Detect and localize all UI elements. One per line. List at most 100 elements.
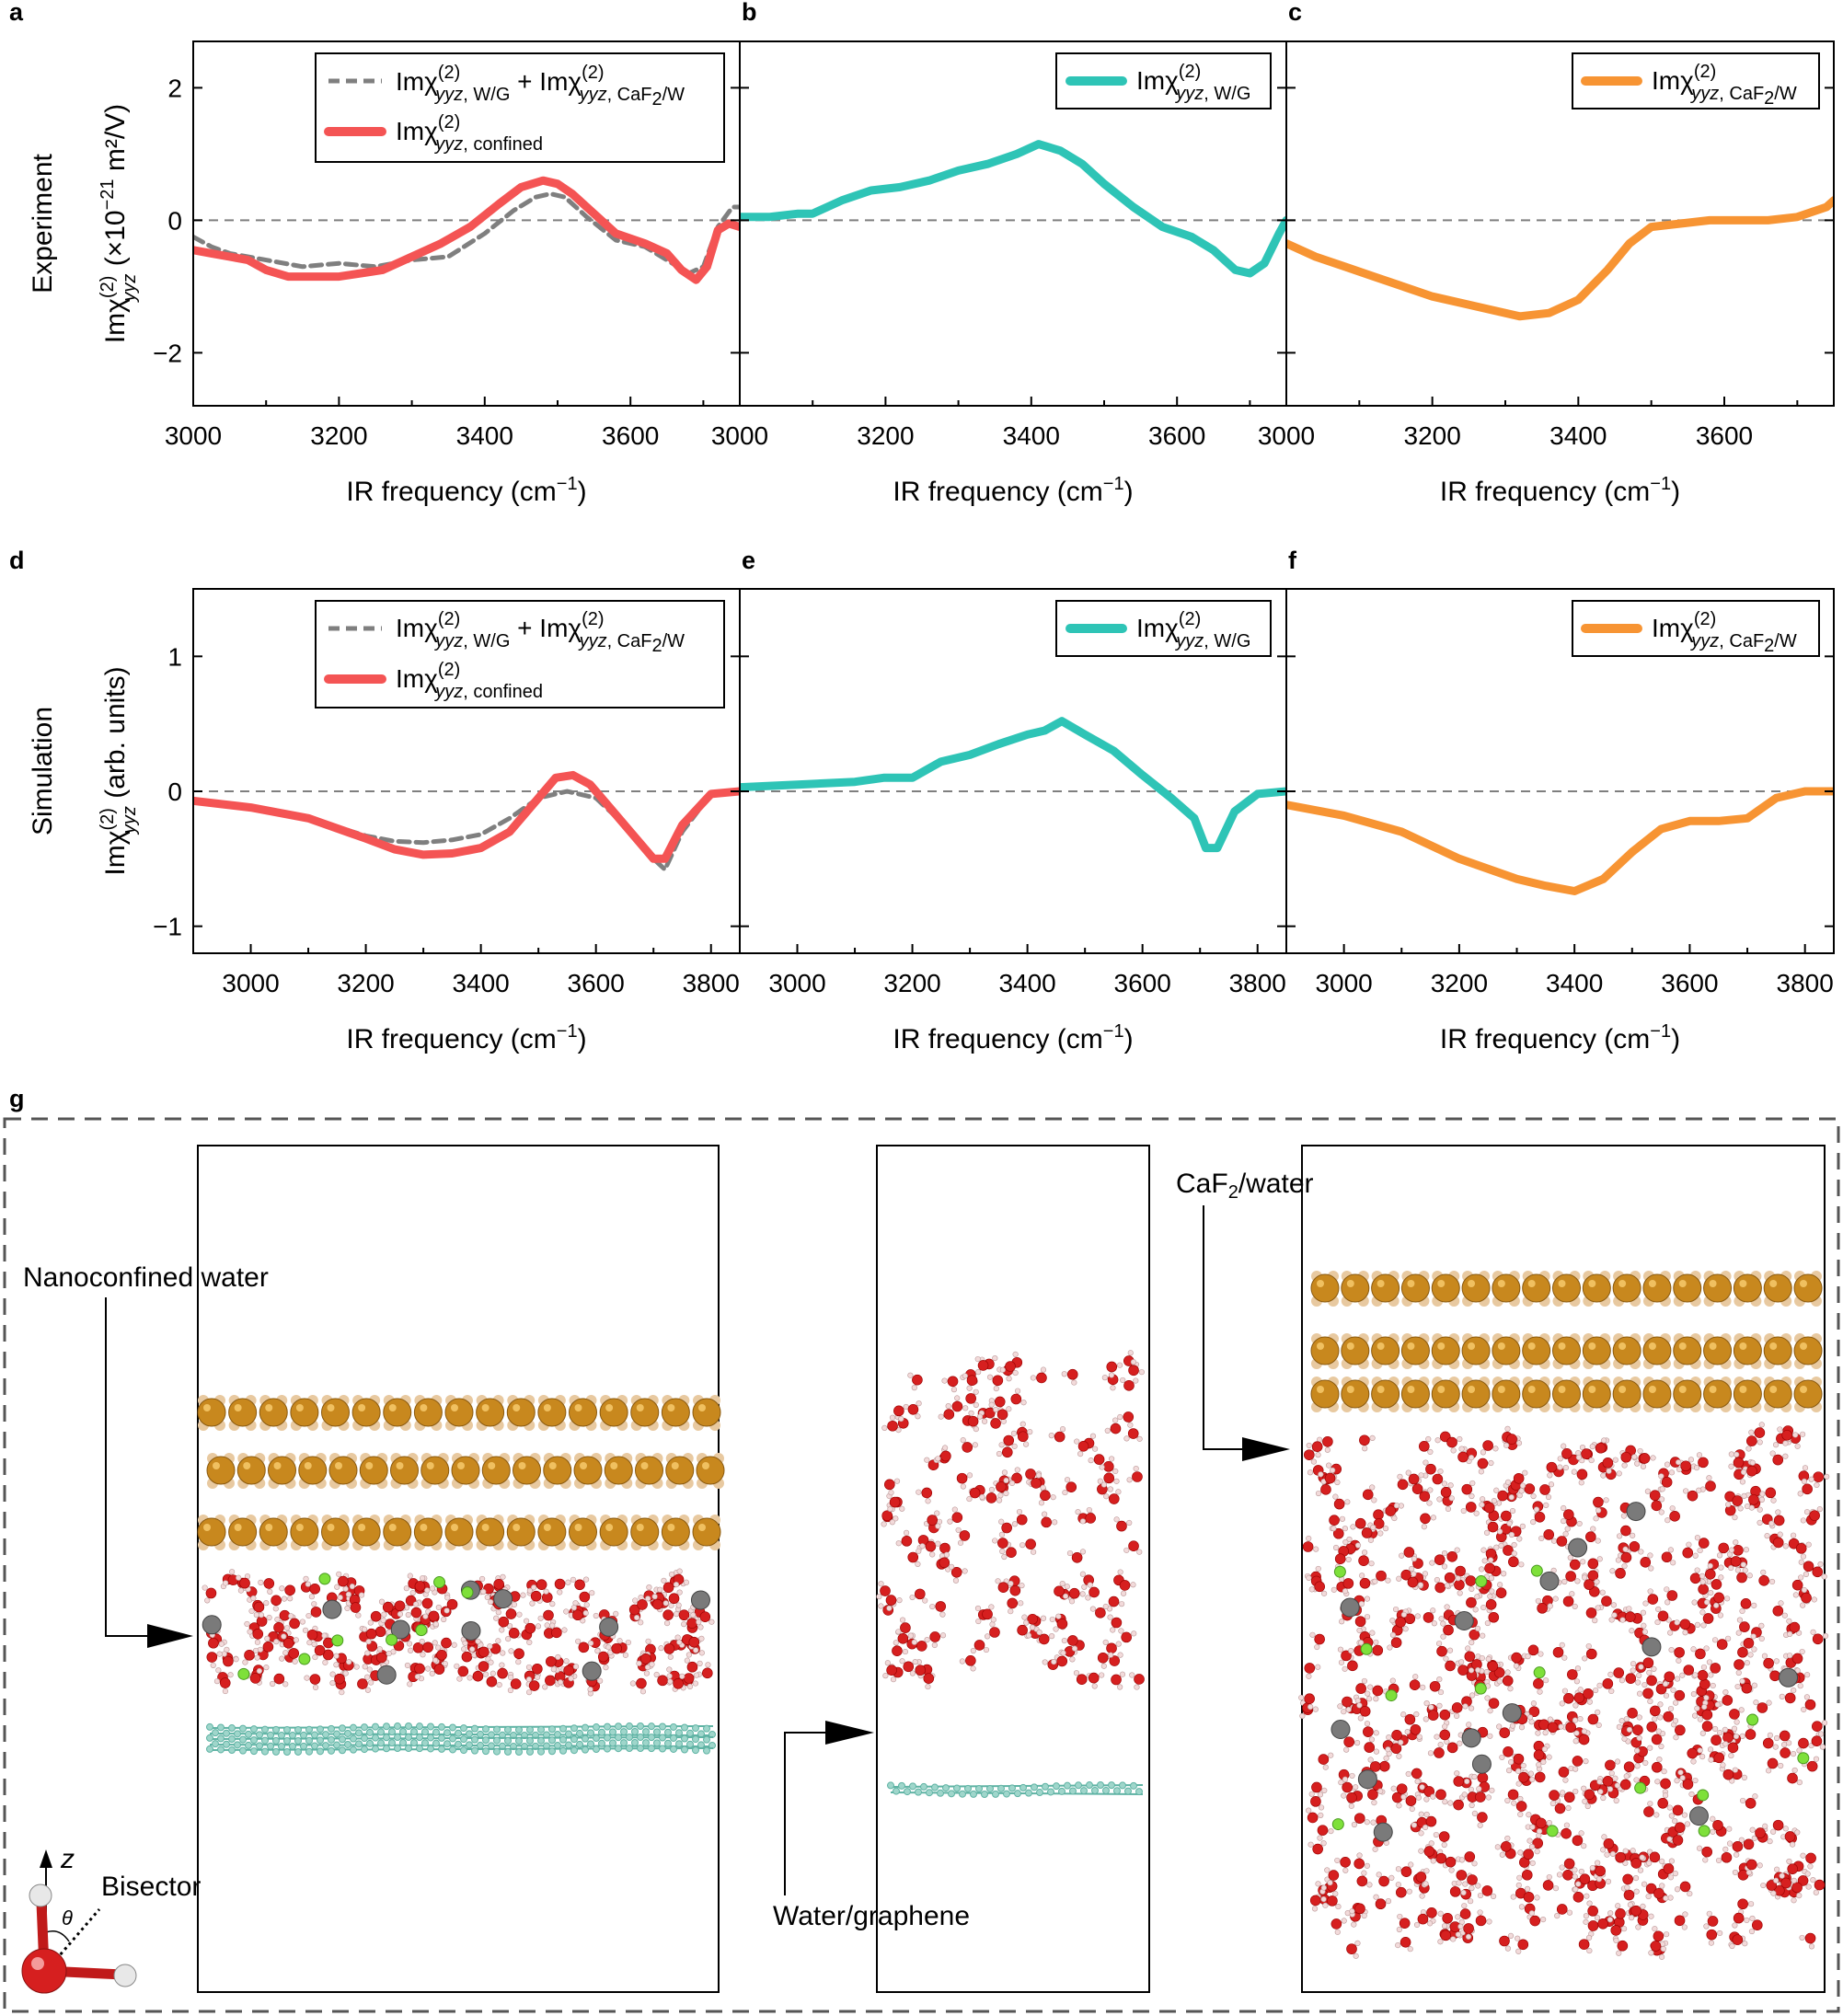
hydrogen-atom bbox=[1738, 1837, 1745, 1843]
hydrogen-atom bbox=[941, 1377, 948, 1384]
oxygen-atom bbox=[1095, 1607, 1106, 1619]
calcium-atom bbox=[197, 1398, 226, 1427]
oxygen-atom bbox=[686, 1618, 697, 1629]
legend-c-caf2-label: Imχ(2) yyz, CaF2/W bbox=[1652, 62, 1797, 109]
oxygen-atom bbox=[545, 1675, 556, 1687]
hydrogen-atom bbox=[1385, 1577, 1391, 1584]
oxygen-atom bbox=[244, 1650, 255, 1661]
oxygen-atom bbox=[337, 1575, 349, 1587]
scene-water-graphene-atoms bbox=[876, 1350, 1145, 1798]
carbon-atom bbox=[664, 1728, 672, 1736]
hydrogen-atom bbox=[658, 1645, 664, 1652]
oxygen-atom bbox=[1497, 1490, 1508, 1502]
hydrogen-atom bbox=[1634, 1747, 1641, 1754]
hydrogen-atom bbox=[1484, 1619, 1491, 1627]
hydrogen-atom bbox=[1110, 1627, 1116, 1633]
oxygen-atom bbox=[1011, 1472, 1022, 1484]
oxygen-atom bbox=[1341, 1650, 1352, 1662]
hydrogen-atom bbox=[890, 1676, 897, 1683]
oxygen-atom bbox=[901, 1536, 913, 1547]
hydrogen-atom bbox=[1320, 1840, 1327, 1847]
hydrogen-atom bbox=[1489, 1787, 1495, 1793]
carbon-atom bbox=[443, 1729, 451, 1737]
x-tick-label-a: 3400 bbox=[456, 421, 513, 450]
hydrogen-atom bbox=[1672, 1817, 1678, 1825]
hydrogen-atom bbox=[1819, 1744, 1826, 1750]
hydrogen-atom bbox=[1699, 1572, 1706, 1579]
legend-c-box bbox=[1572, 52, 1820, 109]
oxygen-atom bbox=[1343, 1736, 1354, 1747]
hydrogen-atom bbox=[1599, 1589, 1606, 1596]
oxygen-atom bbox=[1585, 1648, 1597, 1660]
hydrogen-atom bbox=[1562, 1530, 1569, 1538]
hydrogen-atom bbox=[1530, 1700, 1538, 1707]
hydrogen-atom bbox=[1584, 1893, 1590, 1899]
hydrogen-atom bbox=[1775, 1509, 1781, 1515]
hydrogen-atom bbox=[1123, 1435, 1130, 1442]
hydrogen-atom bbox=[1821, 1720, 1828, 1726]
hydrogen-atom bbox=[966, 1472, 973, 1479]
hydrogen-atom bbox=[263, 1600, 270, 1607]
carbon-atom bbox=[471, 1735, 478, 1744]
hydrogen-atom bbox=[403, 1585, 409, 1592]
legend-a-sum-label: Imχ(2) yyz, W/G + Imχ(2) yyz, CaF2/W bbox=[396, 63, 685, 109]
hydrogen-atom bbox=[1816, 1506, 1823, 1513]
hydrogen-atom bbox=[1711, 1637, 1719, 1643]
carbon-atom bbox=[670, 1722, 677, 1731]
x-tick-label-e: 3200 bbox=[883, 969, 940, 997]
calcium-highlight bbox=[1437, 1386, 1446, 1393]
hydrogen-atom bbox=[1425, 1435, 1432, 1443]
carbon-atom bbox=[681, 1734, 688, 1743]
hydrogen-atom bbox=[1471, 1860, 1478, 1867]
hydrogen-atom bbox=[575, 1638, 582, 1644]
hydrogen-atom bbox=[333, 1662, 340, 1668]
hydrogen-atom bbox=[279, 1585, 285, 1592]
x-tick-label-f: 3800 bbox=[1777, 969, 1834, 997]
hydrogen-atom bbox=[544, 1622, 550, 1629]
carbon-atom bbox=[388, 1739, 396, 1747]
oxygen-atom bbox=[1423, 1846, 1435, 1857]
hydrogen-atom bbox=[1518, 1904, 1526, 1910]
hydrogen-atom bbox=[1345, 1556, 1352, 1563]
calcium-highlight bbox=[327, 1524, 335, 1531]
hydrogen-atom bbox=[1460, 1889, 1467, 1896]
hydrogen-atom bbox=[1085, 1595, 1091, 1601]
carbon-atom bbox=[223, 1740, 230, 1748]
row-label-experiment: Experiment bbox=[28, 153, 58, 293]
hydrogen-atom bbox=[1761, 1653, 1768, 1659]
oxygen-atom bbox=[1679, 1619, 1691, 1630]
oxygen-atom bbox=[1806, 1760, 1818, 1772]
hydrogen-atom bbox=[1726, 1840, 1734, 1847]
hydrogen-atom bbox=[1112, 1417, 1119, 1423]
hydrogen-atom bbox=[1454, 1770, 1460, 1777]
calcium-highlight bbox=[1769, 1280, 1778, 1287]
carbon-atom bbox=[615, 1745, 622, 1753]
bulk-water bbox=[1298, 1422, 1830, 1960]
hydrogen-atom bbox=[1389, 1618, 1396, 1624]
oxygen-atom bbox=[940, 1450, 951, 1462]
hydrogen-atom bbox=[1814, 1481, 1820, 1489]
oxygen-atom bbox=[966, 1375, 978, 1387]
hydrogen-atom bbox=[1515, 1882, 1522, 1888]
carbon-atom bbox=[212, 1740, 219, 1748]
hydrogen-atom bbox=[345, 1591, 352, 1597]
oxygen-atom bbox=[1772, 1819, 1784, 1831]
oxygen-atom bbox=[498, 1616, 510, 1628]
oxygen-atom bbox=[1713, 1592, 1724, 1604]
hydrogen-atom bbox=[686, 1683, 694, 1689]
oxygen-atom bbox=[1477, 1812, 1488, 1823]
green-ion bbox=[433, 1576, 446, 1589]
calcium-highlight bbox=[1588, 1280, 1596, 1287]
oxygen-atom bbox=[1318, 1754, 1330, 1765]
hydrogen-atom bbox=[1741, 1492, 1747, 1499]
oxygen-atom bbox=[1547, 1722, 1559, 1734]
hydrogen-atom bbox=[1636, 1734, 1642, 1742]
oxygen-atom bbox=[1765, 1487, 1777, 1499]
hydrogen-atom bbox=[1534, 1849, 1540, 1855]
hydrogen-atom bbox=[1468, 1705, 1475, 1711]
hydrogen-atom bbox=[1609, 1568, 1616, 1574]
carbon-atom bbox=[915, 1788, 922, 1796]
oxygen-atom bbox=[513, 1648, 524, 1660]
hydrogen-atom bbox=[1664, 1599, 1671, 1606]
hydrogen-atom bbox=[1792, 1592, 1799, 1598]
